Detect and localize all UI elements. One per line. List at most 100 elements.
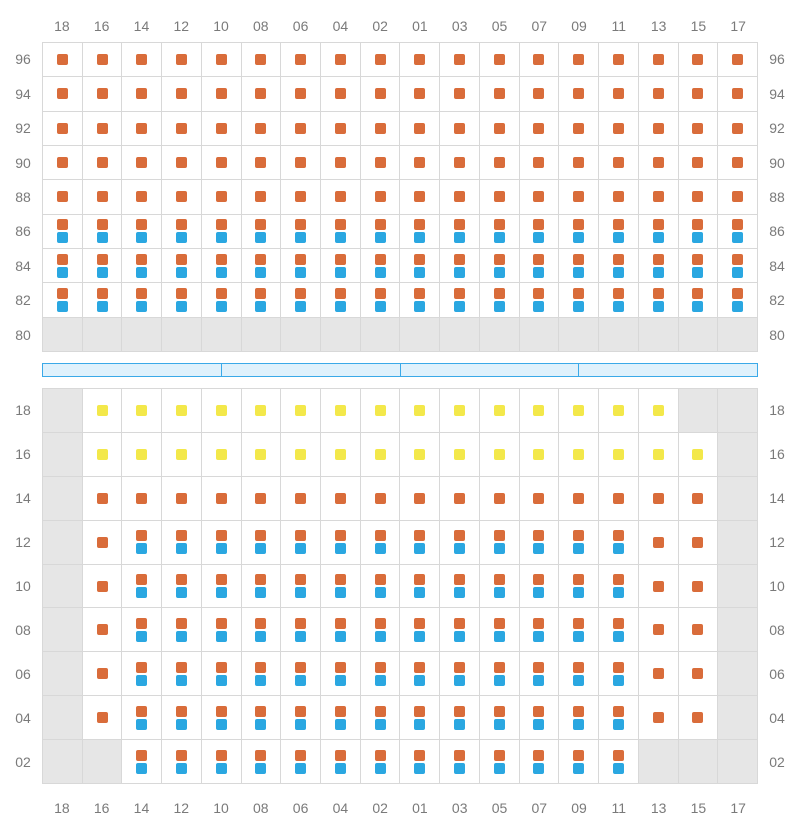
seat-cell[interactable] bbox=[400, 180, 440, 213]
seat-cell[interactable] bbox=[400, 43, 440, 76]
seat-cell[interactable] bbox=[202, 477, 242, 520]
seat-cell[interactable] bbox=[242, 565, 282, 608]
seat-cell[interactable] bbox=[480, 112, 520, 145]
seat-cell[interactable] bbox=[639, 608, 679, 651]
seat-cell[interactable] bbox=[242, 433, 282, 476]
seat-cell[interactable] bbox=[361, 112, 401, 145]
seat-cell[interactable] bbox=[400, 215, 440, 248]
seat-cell[interactable] bbox=[43, 565, 83, 608]
seat-cell[interactable] bbox=[599, 112, 639, 145]
seat-cell[interactable] bbox=[242, 521, 282, 564]
seat-cell[interactable] bbox=[559, 283, 599, 316]
seat-cell[interactable] bbox=[361, 652, 401, 695]
seat-cell[interactable] bbox=[43, 77, 83, 110]
seat-cell[interactable] bbox=[361, 389, 401, 432]
seat-cell[interactable] bbox=[83, 318, 123, 351]
seat-cell[interactable] bbox=[162, 652, 202, 695]
seat-cell[interactable] bbox=[281, 740, 321, 783]
seat-cell[interactable] bbox=[480, 283, 520, 316]
seat-cell[interactable] bbox=[321, 608, 361, 651]
seat-cell[interactable] bbox=[202, 652, 242, 695]
seat-cell[interactable] bbox=[559, 77, 599, 110]
seat-cell[interactable] bbox=[202, 696, 242, 739]
seat-cell[interactable] bbox=[559, 112, 599, 145]
seat-cell[interactable] bbox=[480, 608, 520, 651]
seat-cell[interactable] bbox=[122, 696, 162, 739]
seat-cell[interactable] bbox=[43, 740, 83, 783]
seat-cell[interactable] bbox=[122, 283, 162, 316]
seat-cell[interactable] bbox=[520, 180, 560, 213]
seat-cell[interactable] bbox=[718, 249, 757, 282]
seat-cell[interactable] bbox=[639, 477, 679, 520]
seat-cell[interactable] bbox=[718, 43, 757, 76]
seat-cell[interactable] bbox=[718, 146, 757, 179]
seat-cell[interactable] bbox=[679, 77, 719, 110]
seat-cell[interactable] bbox=[440, 696, 480, 739]
seat-cell[interactable] bbox=[480, 215, 520, 248]
seat-cell[interactable] bbox=[400, 565, 440, 608]
seat-cell[interactable] bbox=[718, 740, 757, 783]
seat-cell[interactable] bbox=[321, 389, 361, 432]
seat-cell[interactable] bbox=[520, 565, 560, 608]
seat-cell[interactable] bbox=[480, 565, 520, 608]
seat-cell[interactable] bbox=[83, 652, 123, 695]
seat-cell[interactable] bbox=[520, 77, 560, 110]
seat-cell[interactable] bbox=[281, 389, 321, 432]
seat-cell[interactable] bbox=[83, 696, 123, 739]
seat-cell[interactable] bbox=[122, 146, 162, 179]
seat-cell[interactable] bbox=[122, 215, 162, 248]
seat-cell[interactable] bbox=[122, 389, 162, 432]
seat-cell[interactable] bbox=[440, 740, 480, 783]
seat-cell[interactable] bbox=[242, 696, 282, 739]
seat-cell[interactable] bbox=[281, 565, 321, 608]
seat-cell[interactable] bbox=[520, 521, 560, 564]
seat-cell[interactable] bbox=[480, 43, 520, 76]
seat-cell[interactable] bbox=[599, 565, 639, 608]
seat-cell[interactable] bbox=[718, 652, 757, 695]
seat-cell[interactable] bbox=[679, 180, 719, 213]
seat-cell[interactable] bbox=[718, 77, 757, 110]
seat-cell[interactable] bbox=[242, 283, 282, 316]
seat-cell[interactable] bbox=[43, 249, 83, 282]
seat-cell[interactable] bbox=[83, 433, 123, 476]
seat-cell[interactable] bbox=[361, 740, 401, 783]
seat-cell[interactable] bbox=[162, 433, 202, 476]
seat-cell[interactable] bbox=[599, 389, 639, 432]
seat-cell[interactable] bbox=[162, 180, 202, 213]
seat-cell[interactable] bbox=[43, 696, 83, 739]
seat-cell[interactable] bbox=[83, 112, 123, 145]
seat-cell[interactable] bbox=[242, 477, 282, 520]
seat-cell[interactable] bbox=[361, 249, 401, 282]
seat-cell[interactable] bbox=[281, 112, 321, 145]
seat-cell[interactable] bbox=[400, 389, 440, 432]
seat-cell[interactable] bbox=[122, 521, 162, 564]
seat-cell[interactable] bbox=[202, 43, 242, 76]
seat-cell[interactable] bbox=[321, 283, 361, 316]
seat-cell[interactable] bbox=[639, 565, 679, 608]
seat-cell[interactable] bbox=[400, 318, 440, 351]
seat-cell[interactable] bbox=[361, 146, 401, 179]
seat-cell[interactable] bbox=[599, 215, 639, 248]
seat-cell[interactable] bbox=[281, 43, 321, 76]
seat-cell[interactable] bbox=[162, 215, 202, 248]
seat-cell[interactable] bbox=[122, 43, 162, 76]
seat-cell[interactable] bbox=[321, 477, 361, 520]
seat-cell[interactable] bbox=[718, 389, 757, 432]
seat-cell[interactable] bbox=[202, 283, 242, 316]
seat-cell[interactable] bbox=[480, 180, 520, 213]
seat-cell[interactable] bbox=[480, 477, 520, 520]
seat-cell[interactable] bbox=[43, 652, 83, 695]
seat-cell[interactable] bbox=[599, 249, 639, 282]
seat-cell[interactable] bbox=[559, 433, 599, 476]
seat-cell[interactable] bbox=[162, 608, 202, 651]
seat-cell[interactable] bbox=[242, 215, 282, 248]
seat-cell[interactable] bbox=[321, 521, 361, 564]
seat-cell[interactable] bbox=[162, 146, 202, 179]
seat-cell[interactable] bbox=[43, 180, 83, 213]
seat-cell[interactable] bbox=[440, 477, 480, 520]
seat-cell[interactable] bbox=[440, 146, 480, 179]
seat-cell[interactable] bbox=[281, 608, 321, 651]
seat-cell[interactable] bbox=[679, 112, 719, 145]
seat-cell[interactable] bbox=[400, 477, 440, 520]
seat-cell[interactable] bbox=[480, 652, 520, 695]
